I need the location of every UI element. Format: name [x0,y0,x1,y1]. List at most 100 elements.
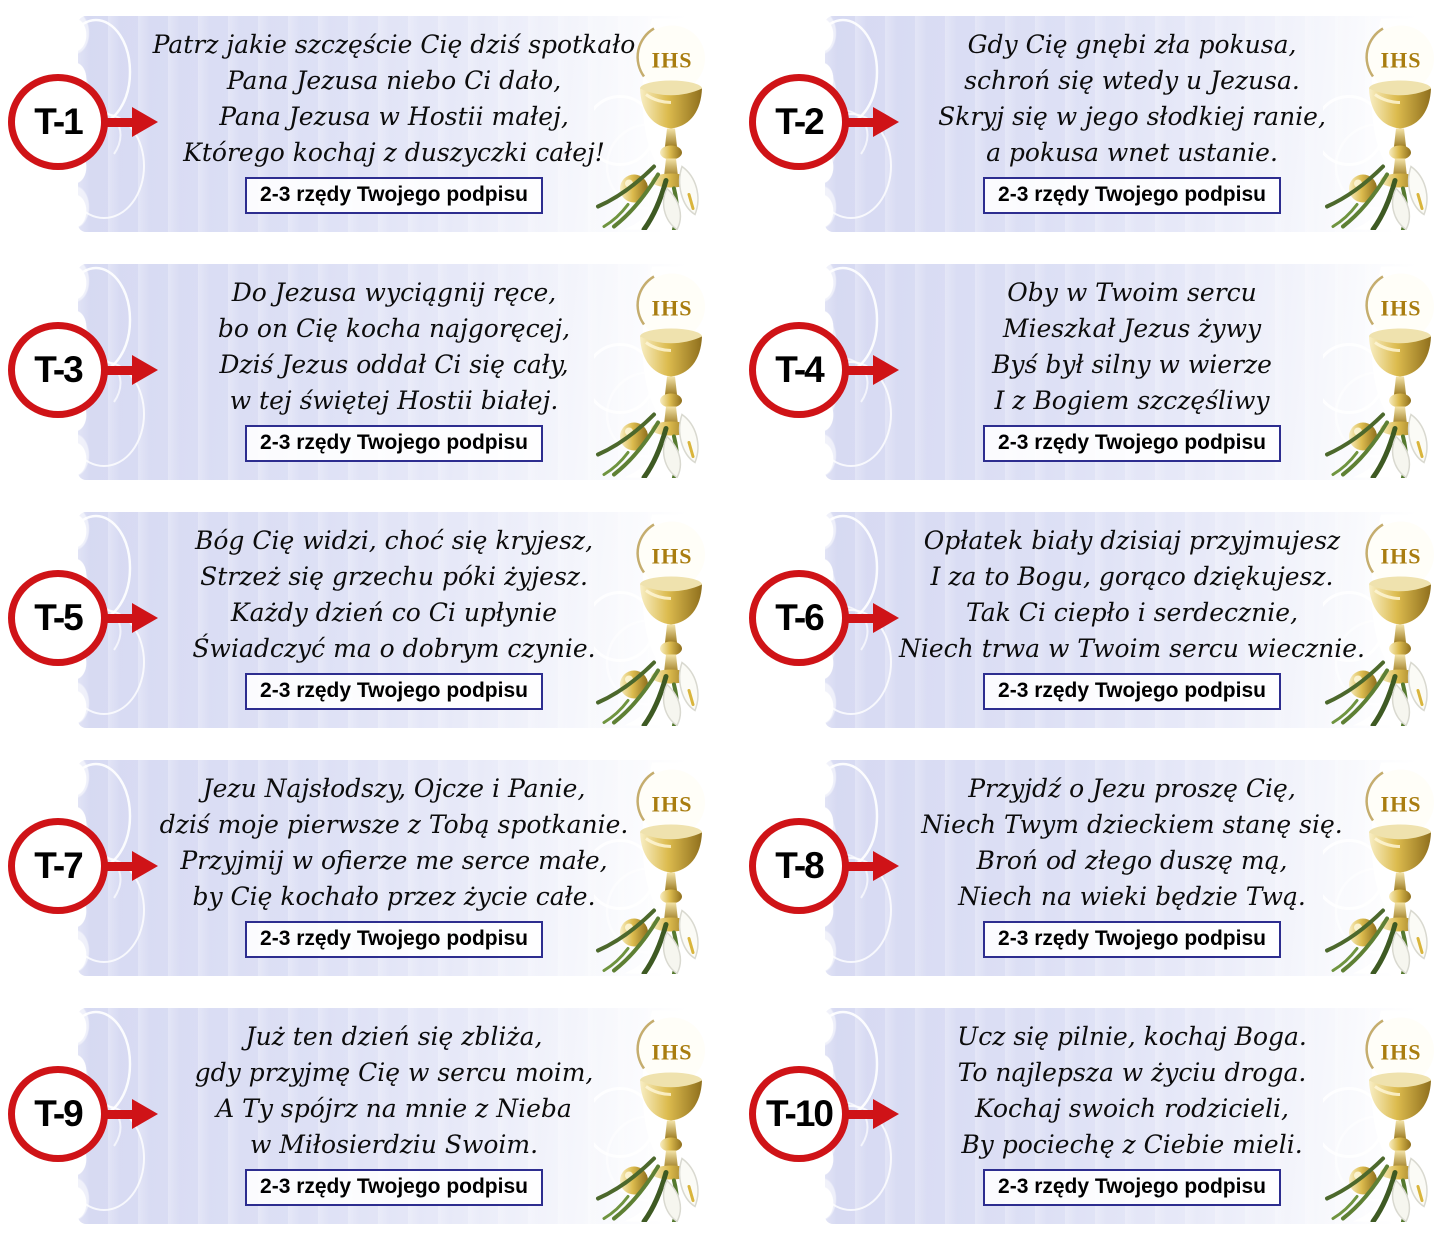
badge-circle: T-7 [8,818,108,914]
poem-line: Oby w Twoim sercu [1007,278,1257,307]
badge-t5: T-5 [8,570,158,666]
arrow-head-icon [873,851,899,881]
poem-line: Gdy Cię gnębi zła pokusa, [967,30,1297,59]
signature-row: 2-3 rzędy Twojego podpisu [825,177,1439,214]
signature-row: 2-3 rzędy Twojego podpisu [78,673,710,710]
verse-card-t3: Do Jezusa wyciągnij ręce, bo on Cię koch… [75,261,710,483]
badge-t3: T-3 [8,322,158,418]
poem-line: Pana Jezusa niebo Ci dało, [226,66,562,95]
card-cell-t2: T-2 Gdy Cię gnębi zła pokusa, schroń się… [725,0,1450,248]
card-cell-t4: T-4 Oby w Twoim sercu Mieszkał Jezus żyw… [725,248,1450,496]
verse-card-t4: Oby w Twoim sercu Mieszkał Jezus żywy By… [822,261,1439,483]
signature-placeholder: 2-3 rzędy Twojego podpisu [245,1169,543,1206]
badge-label: T-5 [34,597,83,638]
badge-circle: T-8 [749,818,849,914]
arrow-head-icon [873,603,899,633]
arrow-icon [847,365,873,375]
badge-t1: T-1 [8,74,158,170]
badge-label: T-1 [34,101,83,142]
badge-circle: T-6 [749,570,849,666]
card-cell-t1: T-1 Patrz jakie szczęście Cię dziś spotk… [0,0,725,248]
badge-t10: T-10 [749,1066,899,1162]
badge-t8: T-8 [749,818,899,914]
badge-circle: T-4 [749,322,849,418]
arrow-icon [847,1109,873,1119]
poem-line: bo on Cię kocha najgoręcej, [217,314,571,343]
signature-placeholder: 2-3 rzędy Twojego podpisu [245,177,543,214]
arrow-head-icon [873,1099,899,1129]
arrow-icon [106,861,132,871]
poem-line: Niech na wieki będzie Twą. [958,882,1306,911]
badge-label: T-7 [34,845,83,886]
poem-line: gdy przyjmę Cię w sercu moim, [194,1058,594,1087]
signature-row: 2-3 rzędy Twojego podpisu [78,425,710,462]
card-cell-t10: T-10 Ucz się pilnie, kochaj Boga. To naj… [725,992,1450,1240]
signature-row: 2-3 rzędy Twojego podpisu [825,673,1439,710]
poem-line: schroń się wtedy u Jezusa. [964,66,1300,95]
poem-text: Przyjdź o Jezu proszę Cię, Niech Twym dz… [825,771,1439,915]
signature-placeholder: 2-3 rzędy Twojego podpisu [245,921,543,958]
badge-circle: T-9 [8,1066,108,1162]
poem-line: Którego kochaj z duszyczki całej! [183,138,605,167]
poem-line: Strzeż się grzechu póki żyjesz. [200,562,588,591]
badge-label: T-6 [775,597,824,638]
poem-text: Bóg Cię widzi, choć się kryjesz, Strzeż … [78,523,710,667]
poem-line: Bóg Cię widzi, choć się kryjesz, [194,526,594,555]
poem-text: Jezu Najsłodszy, Ojcze i Panie, dziś moj… [78,771,710,915]
signature-placeholder: 2-3 rzędy Twojego podpisu [245,673,543,710]
verse-card-t1: Patrz jakie szczęście Cię dziś spotkało … [75,13,710,235]
signature-row: 2-3 rzędy Twojego podpisu [78,177,710,214]
poem-text: Do Jezusa wyciągnij ręce, bo on Cię koch… [78,275,710,419]
verse-card-t7: Jezu Najsłodszy, Ojcze i Panie, dziś moj… [75,757,710,979]
poem-text: Oby w Twoim sercu Mieszkał Jezus żywy By… [825,275,1439,419]
arrow-icon [847,861,873,871]
poem-line: Już ten dzień się zbliża, [245,1022,543,1051]
arrow-head-icon [132,851,158,881]
poem-text: Opłatek biały dzisiaj przyjmujesz I za t… [825,523,1439,667]
badge-t6: T-6 [749,570,899,666]
verse-card-t8: Przyjdź o Jezu proszę Cię, Niech Twym dz… [822,757,1439,979]
poem-line: Opłatek biały dzisiaj przyjmujesz [923,526,1341,555]
poem-line: I za to Bogu, gorąco dziękujesz. [930,562,1334,591]
poem-line: Mieszkał Jezus żywy [1002,314,1262,343]
arrow-head-icon [132,107,158,137]
signature-placeholder: 2-3 rzędy Twojego podpisu [983,921,1281,958]
card-cell-t7: T-7 Jezu Najsłodszy, Ojcze i Panie, dziś… [0,744,725,992]
verse-card-t6: Opłatek biały dzisiaj przyjmujesz I za t… [822,509,1439,731]
poem-line: Kochaj swoich rodzicieli, [975,1094,1289,1123]
arrow-head-icon [132,603,158,633]
arrow-icon [106,365,132,375]
card-cell-t9: T-9 Już ten dzień się zbliża, gdy przyjm… [0,992,725,1240]
poem-line: Byś był silny w wierze [992,350,1272,379]
badge-circle: T-5 [8,570,108,666]
verse-card-t2: Gdy Cię gnębi zła pokusa, schroń się wte… [822,13,1439,235]
badge-label: T-2 [775,101,824,142]
poem-line: I z Bogiem szczęśliwy [994,386,1270,415]
poem-line: Do Jezusa wyciągnij ręce, [231,278,557,307]
badge-t9: T-9 [8,1066,158,1162]
signature-placeholder: 2-3 rzędy Twojego podpisu [983,177,1281,214]
poem-line: Przyjmij w ofierze me serce małe, [180,846,608,875]
card-cell-t6: T-6 Opłatek biały dzisiaj przyjmujesz I … [725,496,1450,744]
badge-t4: T-4 [749,322,899,418]
arrow-icon [847,117,873,127]
poem-line: by Cię kochało przez życie całe. [192,882,596,911]
poem-line: Ucz się pilnie, kochaj Boga. [957,1022,1307,1051]
badge-label: T-8 [775,845,824,886]
card-cell-t3: T-3 Do Jezusa wyciągnij ręce, bo on Cię … [0,248,725,496]
badge-t7: T-7 [8,818,158,914]
signature-placeholder: 2-3 rzędy Twojego podpisu [245,425,543,462]
poem-line: Każdy dzień co Ci upłynie [230,598,558,627]
arrow-icon [106,117,132,127]
poem-line: A Ty spójrz na mnie z Nieba [216,1094,572,1123]
card-cell-t8: T-8 Przyjdź o Jezu proszę Cię, Niech Twy… [725,744,1450,992]
arrow-icon [106,613,132,623]
poem-line: w tej świętej Hostii białej. [229,386,559,415]
signature-placeholder: 2-3 rzędy Twojego podpisu [983,1169,1281,1206]
poem-line: a pokusa wnet ustanie. [986,138,1278,167]
poem-line: Niech Twym dzieckiem stanę się. [921,810,1343,839]
verse-card-t9: Już ten dzień się zbliża, gdy przyjmę Ci… [75,1005,710,1227]
badge-circle: T-3 [8,322,108,418]
verse-card-t10: Ucz się pilnie, kochaj Boga. To najlepsz… [822,1005,1439,1227]
poem-text: Patrz jakie szczęście Cię dziś spotkało … [78,27,710,171]
